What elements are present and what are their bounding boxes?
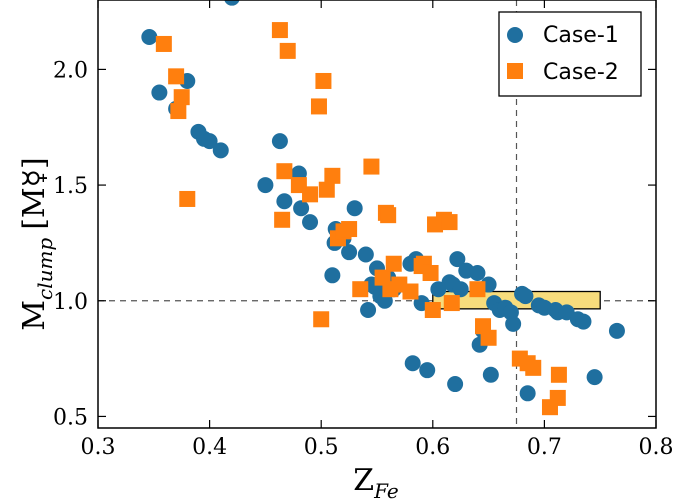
case-2-point	[313, 311, 330, 328]
case-1-point	[346, 200, 363, 217]
case-1-point	[452, 281, 469, 298]
y-tick-label: 0.5	[53, 405, 88, 430]
case-2-point	[168, 68, 185, 85]
case-1-point	[449, 251, 466, 268]
case-2-point	[302, 186, 319, 203]
plot-border	[97, 0, 657, 429]
case-1-point	[419, 362, 436, 379]
y-tick-label: 1.5	[53, 174, 88, 199]
x-tick-label: 0.5	[304, 435, 339, 460]
case-2-point	[441, 214, 458, 231]
series-case-2	[155, 22, 567, 416]
case-2-point	[271, 22, 288, 39]
case-1-point	[341, 244, 358, 261]
x-tick-label: 0.6	[415, 435, 450, 460]
x-axis-label: ZFe	[353, 463, 398, 502]
case-2-point	[318, 181, 335, 198]
axes-frame	[97, 0, 657, 429]
y-axis-label-unit: [M☿]	[17, 157, 52, 230]
case-1-point	[575, 313, 592, 330]
case-1-point	[324, 267, 341, 284]
case-1-point	[586, 369, 603, 386]
legend-box	[498, 11, 642, 97]
case-1-point	[357, 246, 374, 263]
y-tick-label: 2.0	[53, 58, 88, 83]
legend-marker-case-1	[507, 27, 523, 43]
case-2-point	[310, 98, 327, 115]
y-axis-label-main: M	[17, 300, 52, 331]
case-1-point	[257, 177, 274, 194]
case-2-point	[550, 366, 567, 383]
case-2-point	[525, 359, 542, 376]
case-2-point	[549, 389, 566, 406]
case-2-point	[385, 255, 402, 272]
x-tick-label: 0.4	[192, 435, 227, 460]
case-2-point	[279, 42, 296, 59]
x-tick-label: 0.8	[639, 435, 674, 460]
case-1-point	[505, 315, 522, 332]
y-tick-label: 1.0	[53, 290, 88, 315]
plot-area	[98, 0, 656, 428]
case-2-point	[363, 158, 380, 175]
case-1-point	[360, 302, 377, 319]
case-1-point	[271, 133, 288, 150]
case-2-point	[324, 167, 341, 184]
case-2-point	[341, 221, 358, 238]
legend-label-case-2: Case-2	[543, 60, 619, 85]
case-1-point	[404, 355, 421, 372]
case-1-point	[469, 264, 486, 281]
case-2-point	[443, 295, 460, 312]
case-1-point	[212, 142, 229, 159]
case-2-point	[173, 89, 190, 106]
axis-ticks: 0.3 0.4 0.5 0.6 0.7 0.8 0.5 1.0 1.5 2.0	[53, 0, 674, 460]
legend: Case-1 Case-2	[498, 11, 642, 97]
x-tick-label: 0.7	[527, 435, 562, 460]
case-2-point	[276, 163, 293, 180]
case-2-point	[480, 329, 497, 346]
case-1-point	[141, 29, 158, 46]
case-1-point	[224, 0, 240, 6]
case-2-point	[469, 281, 486, 298]
x-tick-label: 0.3	[81, 435, 116, 460]
x-axis-label-subscript: Fe	[373, 479, 399, 502]
legend-marker-case-2	[507, 63, 523, 79]
case-1-point	[276, 193, 293, 210]
y-axis-label: Mclump [M☿]	[17, 157, 57, 331]
y-axis-label-subscript: clump	[33, 238, 57, 300]
case-1-point	[519, 385, 536, 402]
case-1-point	[201, 133, 218, 150]
x-axis-label-main: Z	[353, 463, 374, 498]
case-2-point	[402, 283, 419, 300]
series-case-1	[141, 0, 625, 402]
case-2-point	[352, 281, 369, 298]
case-1-point	[293, 200, 310, 217]
case-2-point	[170, 103, 187, 120]
case-1-point	[302, 214, 319, 231]
case-2-point	[274, 211, 291, 228]
case-1-point	[151, 84, 168, 101]
case-2-point	[315, 72, 332, 89]
case-1-point	[482, 366, 499, 383]
case-2-point	[155, 35, 172, 52]
case-1-point	[447, 376, 464, 393]
case-1-point	[608, 322, 625, 339]
case-1-point	[517, 288, 534, 305]
plot-clip-group	[98, 0, 656, 428]
case-2-point	[422, 264, 439, 281]
case-2-point	[380, 207, 397, 224]
legend-label-case-1: Case-1	[543, 23, 619, 48]
case-2-point	[179, 190, 196, 207]
case-2-point	[424, 302, 441, 319]
